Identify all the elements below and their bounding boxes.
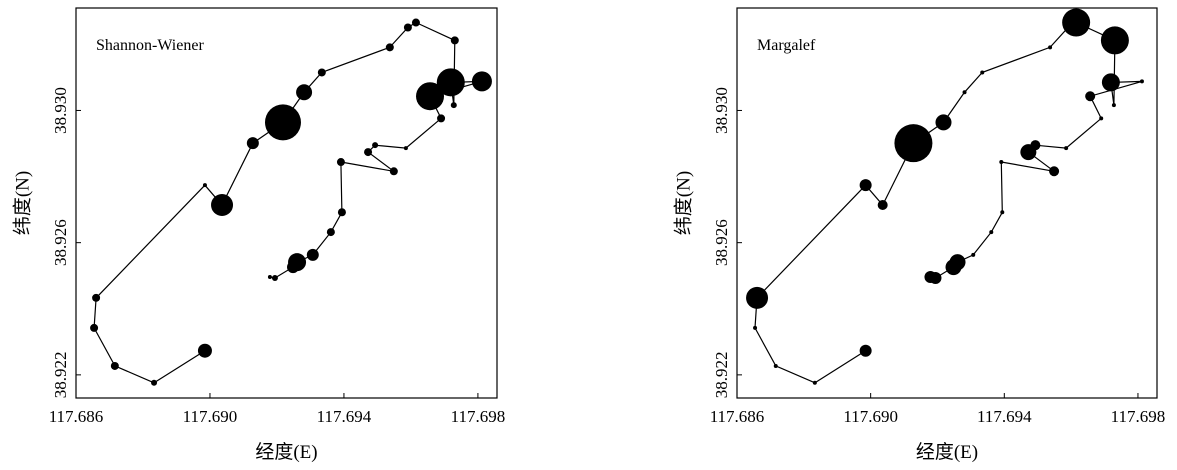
x-axis-title: 经度(E)	[916, 441, 978, 463]
plot-frame	[736, 7, 1158, 399]
bubble	[1049, 166, 1060, 177]
bubble	[151, 379, 158, 386]
bubble	[859, 344, 872, 357]
bubble	[753, 325, 758, 330]
bubble	[924, 271, 937, 284]
bubble	[1048, 45, 1053, 50]
bubble	[812, 380, 817, 385]
bubble	[211, 193, 234, 216]
bubble	[246, 137, 259, 150]
bubble	[1101, 73, 1120, 92]
bubble	[935, 114, 952, 131]
bubble	[1100, 26, 1129, 55]
bubble	[437, 114, 446, 123]
bubble	[877, 199, 888, 210]
bubble	[450, 102, 457, 109]
x-tick-label: 117.690	[183, 407, 238, 426]
y-axis-title: 纬度(N)	[672, 171, 694, 235]
plot-annotation: Margalef	[757, 37, 816, 54]
bubble	[1062, 8, 1091, 37]
x-tick-label: 117.686	[49, 407, 104, 426]
bubble	[364, 148, 373, 157]
x-tick-label: 117.694	[317, 407, 372, 426]
bubble	[92, 293, 101, 302]
y-tick-label: 38.930	[51, 87, 70, 134]
bubble	[1099, 116, 1104, 121]
track-line	[754, 21, 1143, 384]
x-tick-label: 117.694	[977, 407, 1032, 426]
y-tick-label: 38.922	[51, 351, 70, 398]
bubble	[337, 208, 346, 217]
x-tick-label: 117.698	[451, 407, 506, 426]
bubble	[197, 343, 212, 358]
bubble	[859, 179, 872, 192]
bubble	[894, 124, 933, 163]
bubble	[372, 142, 379, 149]
y-tick-label: 38.926	[712, 219, 731, 266]
bubble	[450, 36, 459, 45]
y-tick-label: 38.922	[712, 351, 731, 398]
bubble	[436, 68, 465, 97]
bubble	[1000, 210, 1005, 215]
bubble	[90, 323, 99, 332]
bubble	[264, 104, 301, 141]
bubble	[202, 183, 207, 188]
bubble	[411, 18, 420, 27]
bubble	[403, 23, 412, 32]
bubble	[945, 259, 962, 276]
bubble	[389, 167, 398, 176]
bubble	[746, 286, 769, 309]
bubble	[110, 361, 119, 370]
bubble	[267, 275, 272, 280]
bubble	[326, 228, 335, 237]
bubble	[296, 84, 313, 101]
bubble	[989, 230, 994, 235]
x-axis-title: 经度(E)	[255, 441, 317, 463]
bubble	[416, 82, 445, 111]
bubble	[1020, 144, 1037, 161]
y-axis-title: 纬度(N)	[11, 171, 33, 235]
y-tick-label: 38.930	[712, 87, 731, 134]
x-tick-label: 117.690	[843, 407, 898, 426]
bubble	[980, 70, 985, 75]
bubble	[999, 160, 1004, 165]
bubble	[385, 43, 394, 52]
bubble	[1064, 146, 1069, 151]
bubble	[336, 158, 345, 167]
x-tick-label: 117.686	[710, 407, 765, 426]
bubble	[403, 146, 408, 151]
bubble	[306, 248, 319, 261]
bubble	[971, 252, 976, 257]
bubble	[1085, 91, 1096, 102]
bubble	[317, 68, 326, 77]
y-tick-label: 38.926	[51, 219, 70, 266]
plot-annotation: Shannon-Wiener	[96, 37, 204, 54]
plot-frame	[75, 7, 498, 399]
bubble	[271, 275, 278, 282]
bubble	[1111, 103, 1116, 108]
x-tick-label: 117.698	[1111, 407, 1166, 426]
track-line	[93, 21, 483, 384]
bubble	[1139, 79, 1144, 84]
bubble	[287, 261, 300, 274]
bubble	[773, 363, 778, 368]
bubble	[962, 90, 967, 95]
bubble	[471, 71, 492, 92]
